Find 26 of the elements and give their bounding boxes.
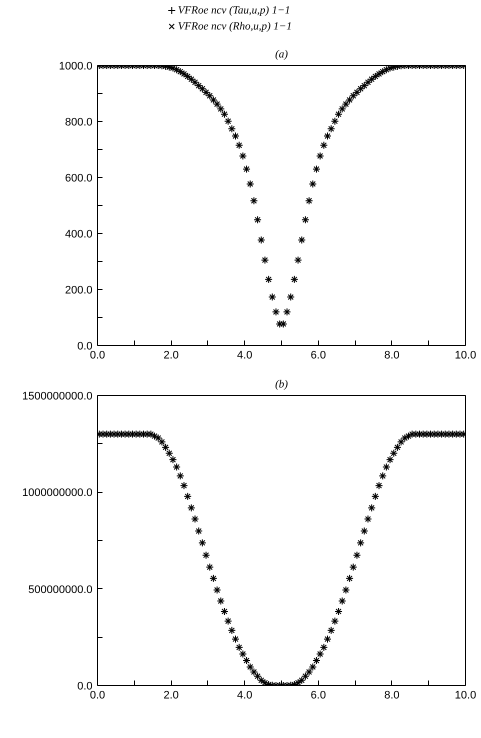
x-tick-label: 0.0: [90, 690, 106, 702]
x-tick-label: 4.0: [237, 350, 252, 362]
x-tick-label: 6.0: [310, 350, 326, 362]
y-tick-label: 0.0: [77, 680, 93, 692]
y-tick-label: 600.0: [64, 172, 93, 184]
y-tick-label: 400.0: [64, 228, 93, 240]
x-tick-label: 10.0: [454, 690, 476, 702]
y-tick-label: 1000000000.0: [22, 487, 93, 500]
y-tick-label: 1000.0: [58, 60, 93, 72]
y-tick-label: 200.0: [64, 284, 93, 296]
x-tick-label: 2.0: [163, 350, 179, 362]
legend-label: VFRoe ncv (Rho,u,p) 1−1: [178, 20, 292, 32]
x-tick-label: 6.0: [310, 690, 326, 702]
x-tick-label: 8.0: [384, 690, 400, 702]
x-tick-label: 0.0: [90, 350, 106, 362]
y-tick-label: 0.0: [77, 340, 93, 352]
x-tick-label: 10.0: [454, 350, 476, 362]
chart-title: (a): [275, 48, 288, 60]
legend-label: VFRoe ncv (Tau,u,p) 1−1: [178, 4, 290, 16]
y-tick-label: 800.0: [64, 116, 93, 128]
x-tick-label: 2.0: [163, 690, 179, 702]
y-tick-label: 1500000000.0: [22, 390, 93, 402]
x-tick-label: 4.0: [237, 690, 252, 702]
x-tick-label: 8.0: [384, 350, 400, 362]
y-tick-label: 500000000.0: [28, 584, 92, 596]
chart-title: (b): [275, 378, 288, 390]
